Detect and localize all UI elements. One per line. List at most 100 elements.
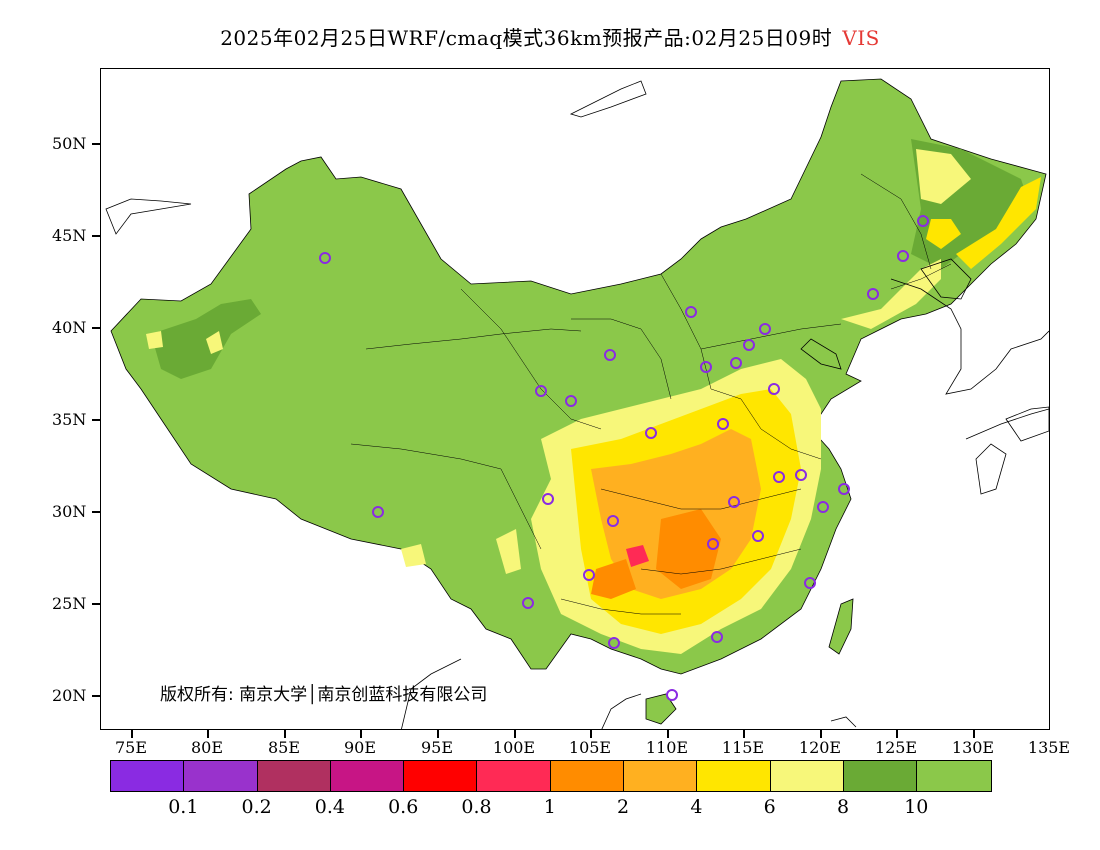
station-marker	[535, 385, 547, 397]
station-marker	[730, 357, 742, 369]
title-variable: VIS	[842, 26, 880, 50]
station-marker	[700, 361, 712, 373]
y-label-25n: 25N	[52, 594, 87, 613]
x-label-95e: 95E	[420, 738, 454, 757]
y-tick	[92, 419, 100, 421]
legend-label: 0.6	[388, 796, 419, 818]
y-label-35n: 35N	[52, 410, 87, 429]
hainan-island	[645, 693, 677, 725]
x-tick	[973, 730, 975, 738]
tibet-light	[401, 529, 521, 574]
legend-swatch	[404, 761, 478, 791]
x-tick	[360, 730, 362, 738]
station-marker	[707, 538, 719, 550]
title-main: 2025年02月25日WRF/cmaq模式36km预报产品:02月25日09时	[220, 26, 833, 50]
x-tick	[896, 730, 898, 738]
legend-swatch	[184, 761, 258, 791]
legend-label: 0.1	[168, 796, 199, 818]
station-marker	[795, 469, 807, 481]
legend-swatch	[550, 761, 625, 791]
x-tick	[820, 730, 822, 738]
legend-swatch	[843, 761, 918, 791]
station-marker	[752, 530, 764, 542]
x-label-85e: 85E	[267, 738, 301, 757]
x-label-120e: 120E	[798, 738, 842, 757]
y-tick	[92, 327, 100, 329]
x-tick	[437, 730, 439, 738]
y-tick	[92, 511, 100, 513]
station-marker	[565, 395, 577, 407]
station-marker	[917, 215, 929, 227]
color-legend	[110, 760, 992, 792]
x-tick	[667, 730, 669, 738]
x-tick	[207, 730, 209, 738]
x-label-100e: 100E	[492, 738, 536, 757]
x-tick	[284, 730, 286, 738]
x-label-75e: 75E	[114, 738, 148, 757]
y-label-45n: 45N	[52, 226, 87, 245]
station-marker	[542, 493, 554, 505]
station-marker	[319, 252, 331, 264]
y-label-20n: 20N	[52, 686, 87, 705]
x-tick	[590, 730, 592, 738]
map-canvas	[105, 78, 1049, 729]
legend-swatch	[697, 761, 771, 791]
station-marker	[604, 349, 616, 361]
station-marker	[685, 306, 697, 318]
west-region-light	[146, 331, 223, 354]
station-marker	[773, 471, 785, 483]
y-tick	[92, 603, 100, 605]
y-label-50n: 50N	[52, 134, 87, 153]
central-red	[626, 545, 649, 567]
station-marker	[583, 569, 595, 581]
station-marker	[817, 501, 829, 513]
x-label-110e: 110E	[645, 738, 689, 757]
taiwan-island	[828, 598, 854, 655]
y-tick	[92, 143, 100, 145]
legend-label: 6	[763, 796, 776, 818]
northeast-yellow	[926, 177, 1041, 269]
legend-swatch	[477, 761, 551, 791]
station-markers	[319, 215, 929, 701]
station-marker	[728, 496, 740, 508]
y-tick	[92, 235, 100, 237]
station-marker	[607, 515, 619, 527]
legend-label: 1	[543, 796, 556, 818]
legend-label: 0.2	[241, 796, 272, 818]
legend-label: 2	[617, 796, 630, 818]
central-orange	[591, 509, 721, 599]
legend-swatch	[770, 761, 844, 791]
x-tick	[131, 730, 133, 738]
y-label-40n: 40N	[52, 318, 87, 337]
station-marker	[608, 637, 620, 649]
station-marker	[897, 250, 909, 262]
legend-swatch	[111, 761, 185, 791]
station-marker	[867, 288, 879, 300]
map-panel[interactable]	[100, 68, 1050, 730]
legend-swatch	[257, 761, 331, 791]
x-tick	[514, 730, 516, 738]
station-marker	[768, 383, 780, 395]
station-marker	[838, 483, 850, 495]
station-marker	[804, 577, 816, 589]
legend-label: 0.4	[314, 796, 345, 818]
legend-swatch	[624, 761, 698, 791]
y-label-30n: 30N	[52, 502, 87, 521]
copyright-text: 版权所有: 南京大学│南京创蓝科技有限公司	[160, 685, 488, 705]
x-label-90e: 90E	[343, 738, 377, 757]
legend-label: 10	[904, 796, 929, 818]
province-borders	[350, 173, 952, 615]
china-landmass	[110, 78, 1047, 675]
station-marker	[717, 418, 729, 430]
x-label-80e: 80E	[190, 738, 224, 757]
station-marker	[759, 323, 771, 335]
legend-label: 8	[836, 796, 850, 818]
legend-label: 0.8	[461, 796, 492, 818]
x-label-105e: 105E	[568, 738, 612, 757]
station-marker	[522, 597, 534, 609]
station-marker	[645, 427, 657, 439]
station-marker	[711, 631, 723, 643]
station-marker	[372, 506, 384, 518]
legend-label: 4	[690, 796, 703, 818]
legend-swatch	[917, 761, 991, 791]
